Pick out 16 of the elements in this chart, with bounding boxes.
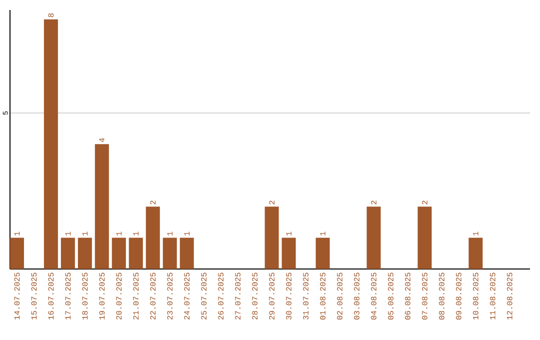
bar <box>60 238 75 269</box>
bar <box>264 206 279 269</box>
bar <box>128 238 143 269</box>
bar <box>112 238 126 269</box>
bar <box>468 238 483 269</box>
bar <box>146 206 160 269</box>
bar <box>180 238 194 269</box>
bar <box>366 206 381 269</box>
bar <box>10 238 24 269</box>
bar <box>282 238 296 269</box>
bar <box>78 238 92 269</box>
bar <box>418 206 432 269</box>
bar <box>162 238 177 269</box>
bar <box>94 144 109 269</box>
bar <box>44 19 58 269</box>
bar <box>316 238 330 269</box>
